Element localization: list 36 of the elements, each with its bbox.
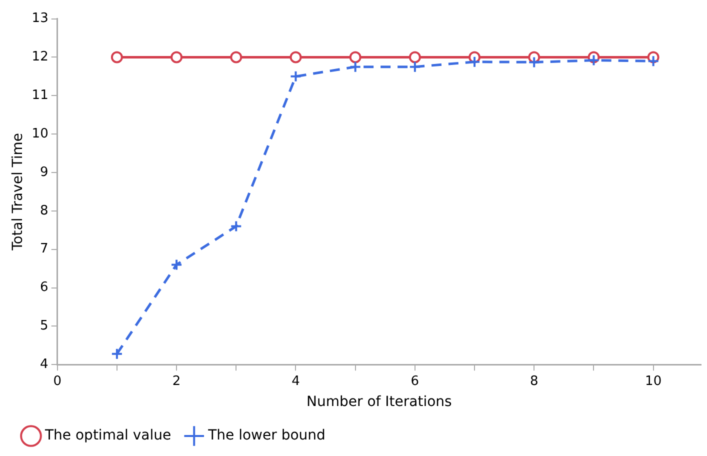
point (408, 51, 421, 64)
point (647, 55, 660, 68)
x-tick-label: 10 (645, 374, 662, 389)
y-axis-title: Total Travel Time (10, 132, 26, 252)
point (290, 70, 302, 82)
point (230, 220, 242, 232)
x-tick-label: 4 (292, 374, 300, 389)
y-tick-label: 10 (32, 126, 48, 142)
point (170, 258, 183, 271)
y-tick-label: 12 (32, 50, 48, 65)
point (349, 51, 362, 64)
point (290, 51, 302, 64)
x-tick-label: 0 (53, 374, 62, 389)
point (588, 54, 600, 66)
x-axis-title: Number of Iterations (306, 394, 452, 410)
legend-label: The lower bound (207, 428, 326, 444)
legend-label: The optimal value (44, 428, 172, 444)
y-tick-label: 6 (40, 280, 48, 296)
point (408, 60, 421, 73)
x-tick-label: 8 (530, 374, 538, 389)
point (110, 51, 123, 64)
point (110, 348, 123, 360)
point (528, 56, 540, 68)
x-tick-label: 2 (172, 374, 181, 389)
y-tick-label: 9 (40, 164, 48, 180)
y-tick-label: 5 (40, 318, 48, 334)
y-tick-label: 7 (40, 242, 48, 257)
y-tick-label: 8 (40, 203, 48, 218)
point (230, 51, 242, 64)
point (349, 60, 362, 73)
point (170, 51, 183, 64)
y-tick-label: 13 (32, 11, 48, 26)
x-tick-label: 6 (410, 374, 420, 389)
point (468, 56, 481, 68)
y-tick-label: 4 (40, 356, 48, 372)
y-tick-label: 11 (32, 88, 48, 104)
